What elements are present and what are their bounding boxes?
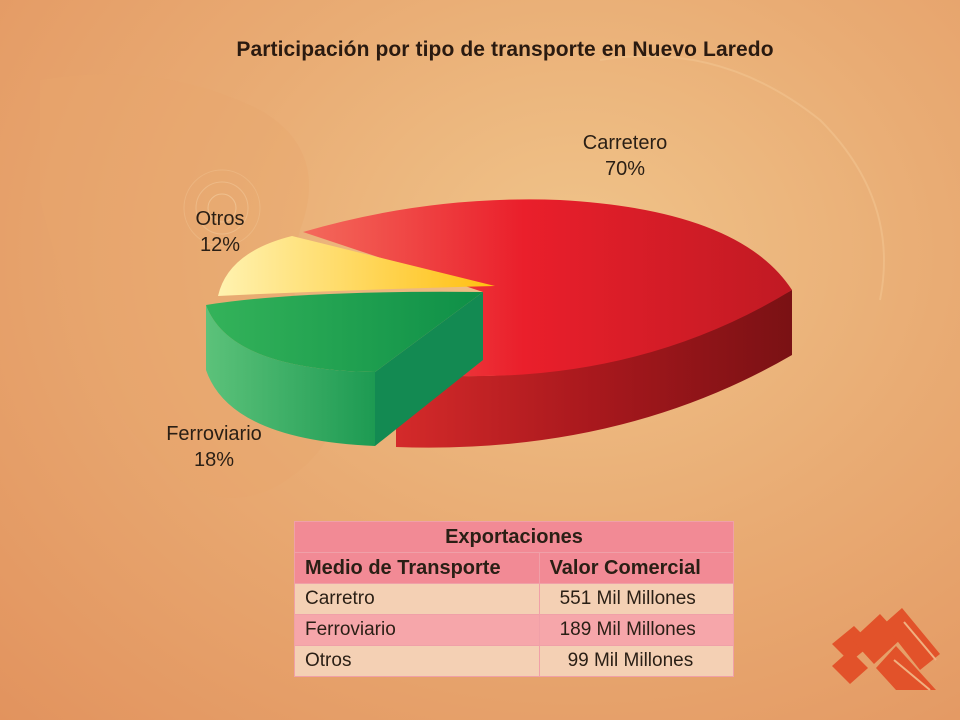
slice-ferroviario <box>206 291 483 372</box>
label-otros: Otros 12% <box>175 206 265 258</box>
label-otros-pct: 12% <box>199 234 241 256</box>
chart-title: Participación por tipo de transporte en … <box>236 38 774 61</box>
table-caption: Exportaciones <box>294 521 734 553</box>
cell-valor: 189 Mil Millones <box>538 614 735 646</box>
label-carretero: Carretero 70% <box>575 130 675 182</box>
cell-valor: 99 Mil Millones <box>538 645 735 677</box>
slice-ferroviario-cut <box>375 292 483 446</box>
table-row: Carretro 551 Mil Millones <box>294 583 735 615</box>
label-carretero-name: Carretero <box>582 132 668 154</box>
company-logo-icon <box>832 608 940 691</box>
slice-carretero <box>303 199 792 377</box>
slice-ferroviario-side <box>206 305 375 446</box>
label-carretero-pct: 70% <box>604 158 646 180</box>
label-ferroviario: Ferroviario 18% <box>155 421 273 473</box>
cell-valor: 551 Mil Millones <box>538 583 735 615</box>
cell-medio: Ferroviario <box>294 614 540 646</box>
label-ferroviario-name: Ferroviario <box>166 423 262 445</box>
slice-otros <box>218 236 495 296</box>
label-otros-name: Otros <box>195 208 245 230</box>
header-medio: Medio de Transporte <box>294 552 540 584</box>
table-row: Otros 99 Mil Millones <box>294 645 735 677</box>
table-row: Ferroviario 189 Mil Millones <box>294 614 735 646</box>
header-valor: Valor Comercial <box>538 552 735 584</box>
exports-table: Exportaciones Medio de Transporte Valor … <box>294 521 735 677</box>
cell-medio: Carretro <box>294 583 540 615</box>
slice-carretero-side <box>396 290 792 448</box>
cell-medio: Otros <box>294 645 540 677</box>
label-ferroviario-pct: 18% <box>193 449 235 471</box>
